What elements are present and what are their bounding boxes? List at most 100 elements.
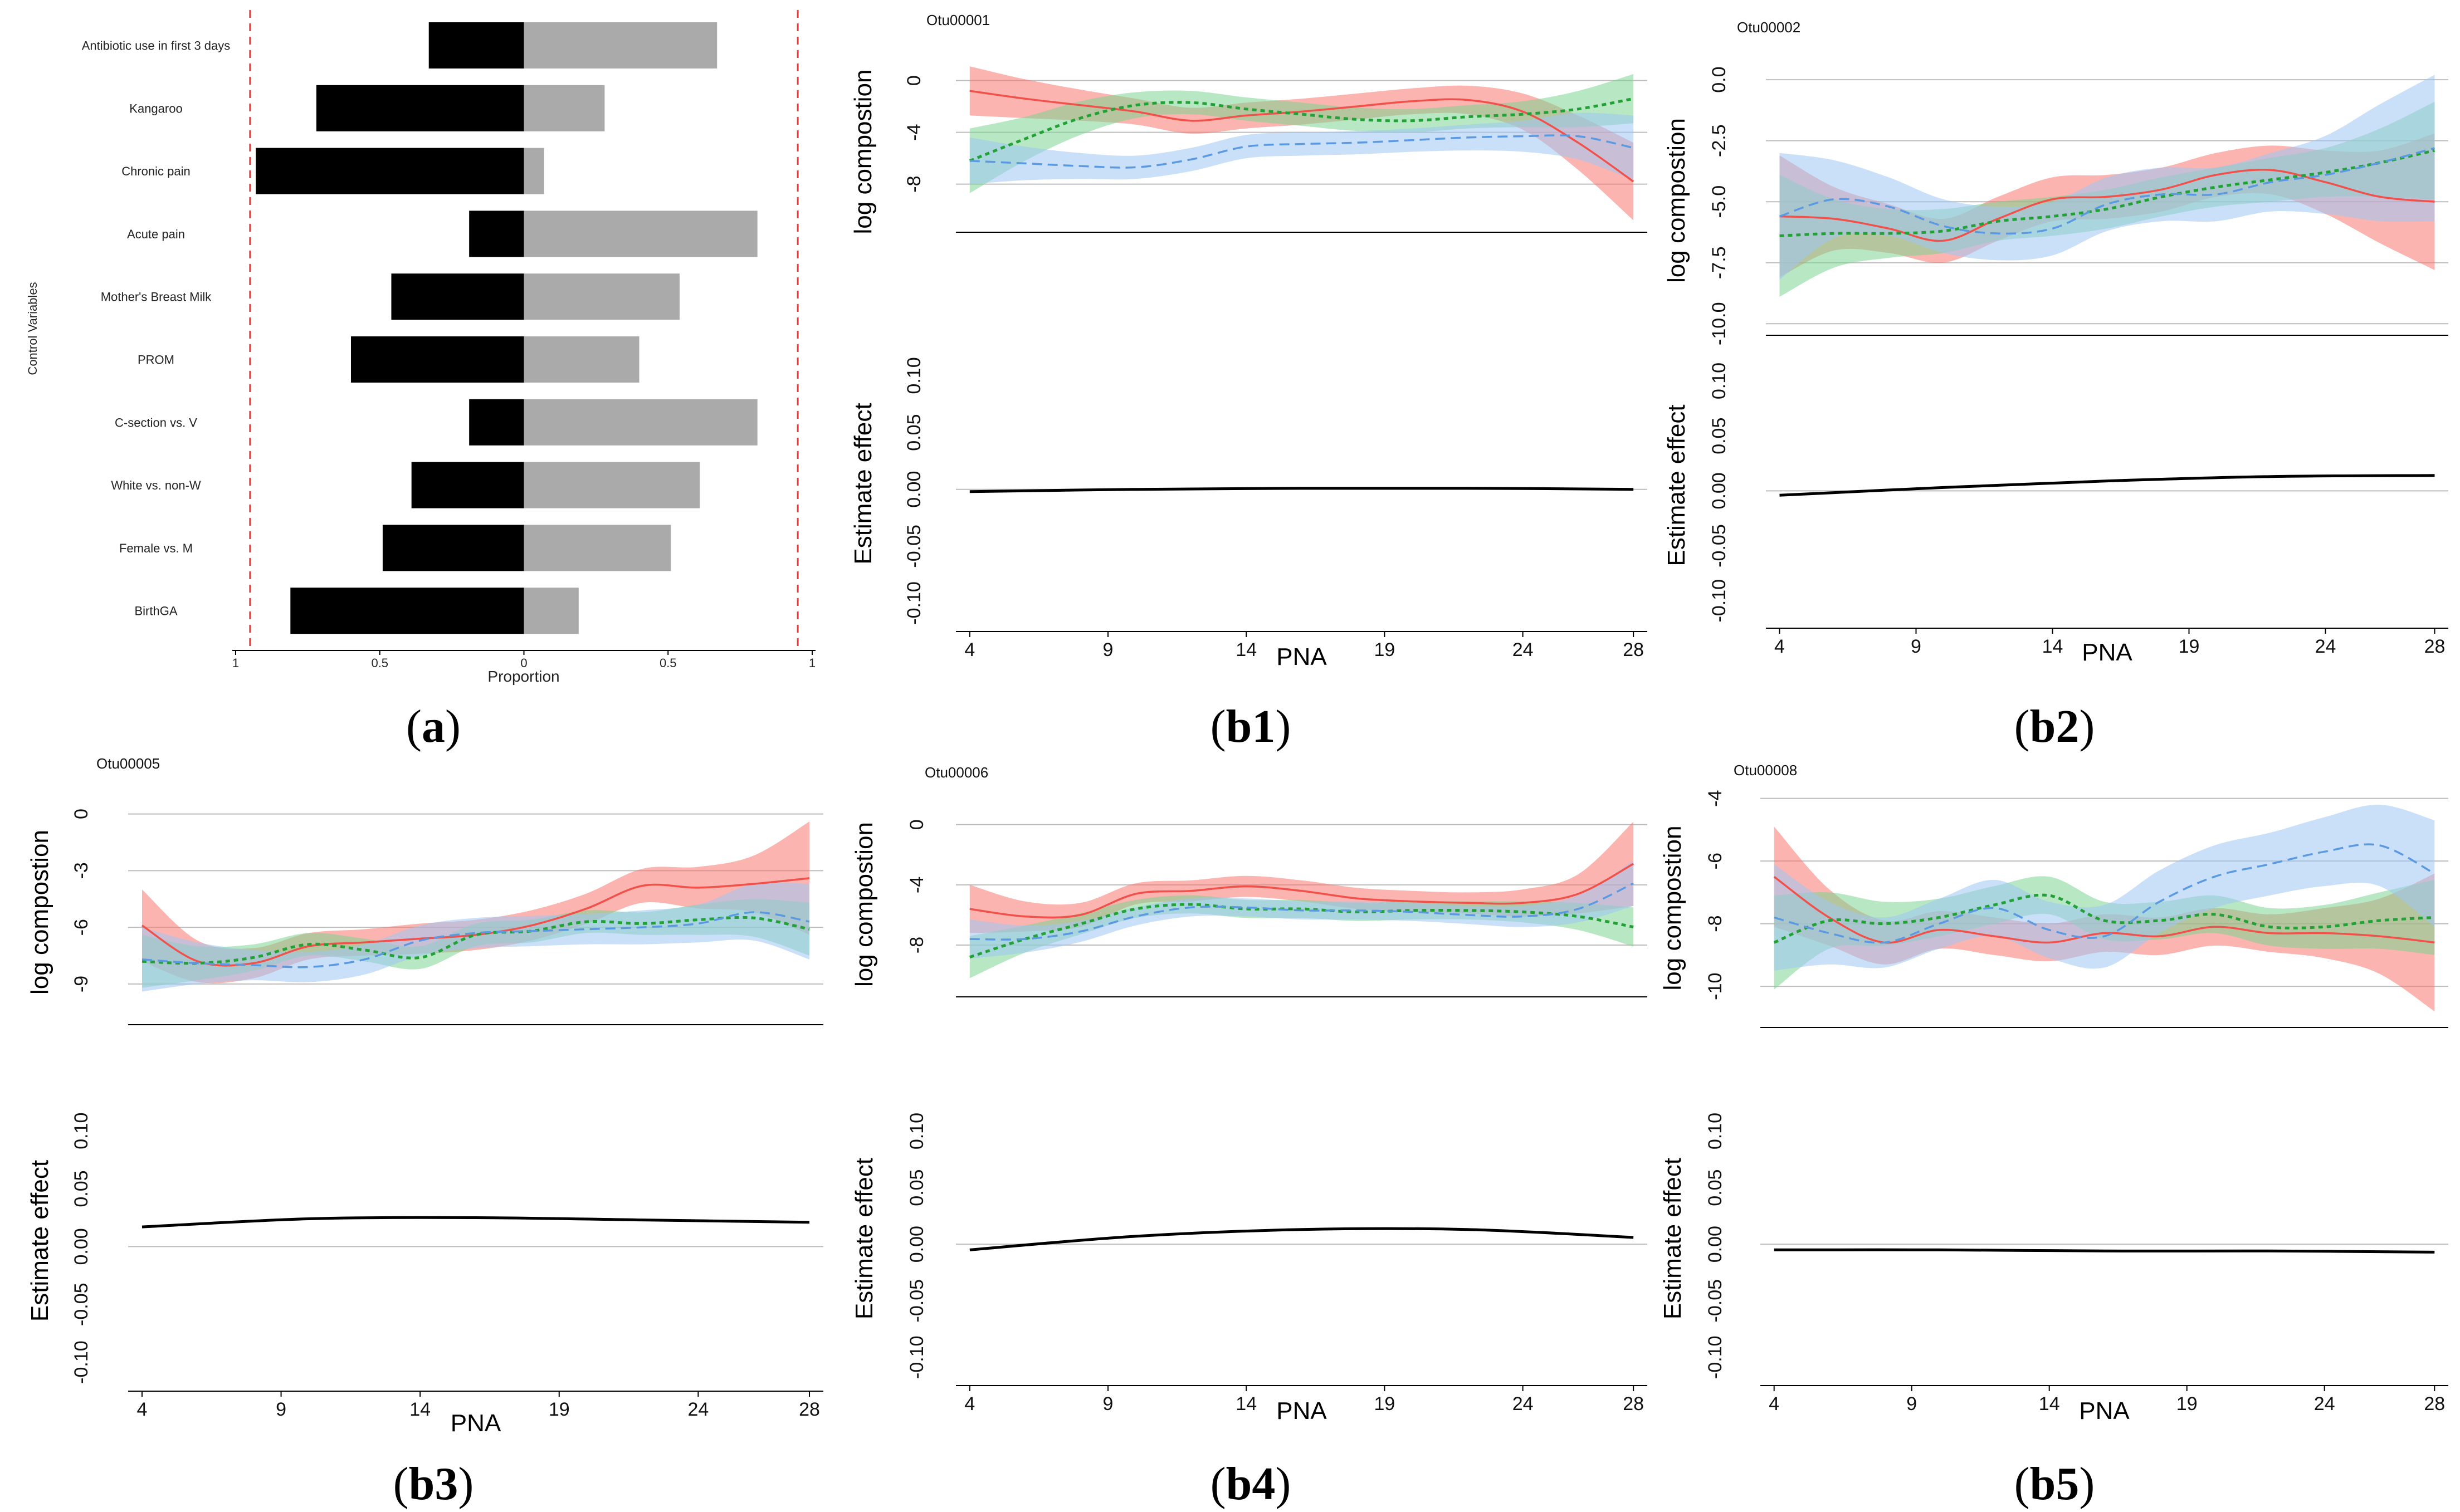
- b3-effect-line: [141, 1216, 810, 1229]
- b5-x-axis: 4 9 14 19 24 28 PNA: [1760, 1385, 2448, 1425]
- b5-x-tick-label-4: 24: [2314, 1393, 2335, 1415]
- b2-title: Otu00002: [1737, 19, 1800, 36]
- panel-a-proportion-chart: Antibiotic use in first 3 days Kangaroo Ch…: [26, 10, 816, 685]
- b4-bottom-ytick-label-3: -0.05: [906, 1279, 928, 1323]
- b2-band-blue: [1779, 75, 2435, 280]
- b5-bottom-ytick-label-3: -0.05: [1705, 1279, 1726, 1323]
- b1-xlabel: PNA: [1276, 643, 1327, 671]
- b2-x-tick-label-2: 14: [2042, 636, 2063, 657]
- b3-bottom-ylabel: Estimate effect: [26, 1160, 53, 1322]
- b1-effect-plot: 0.10 0.05 0.00 -0.05 -0.10 Estimate effect: [850, 357, 1647, 625]
- b4-line-red: [969, 863, 1634, 919]
- b5-line-blue: [1774, 843, 2435, 944]
- b4-line-green: [969, 903, 1634, 958]
- b4-title: Otu00006: [925, 764, 988, 781]
- b2-top-ylabel: log compostion: [1663, 118, 1690, 283]
- b3-confidence-bands: [142, 821, 809, 992]
- b3-top-ylabel: log compostion: [26, 830, 53, 995]
- b2-trend-lines: [1779, 147, 2435, 242]
- b3-band-blue: [142, 882, 809, 992]
- b4-x-tick-label-2: 14: [1236, 1393, 1257, 1415]
- b2-bottom-ylabel: Estimate effect: [1663, 404, 1690, 566]
- b5-bottom-ytick-label-4: -0.10: [1705, 1335, 1726, 1379]
- caption-b1-letter: b1: [1226, 701, 1276, 752]
- a-bar-negative-3: [469, 211, 524, 257]
- b2-x-tick-label-0: 4: [1774, 636, 1785, 657]
- a-bar-positive-4: [524, 273, 680, 320]
- b3-bottom-ytick-label-3: -0.05: [71, 1283, 92, 1326]
- b3-bottom-ytick-label-4: -0.10: [71, 1340, 92, 1384]
- b2-line-blue: [1779, 147, 2435, 235]
- caption-b2-close: ): [2079, 701, 2095, 752]
- b2-x-tick-label-1: 9: [1911, 636, 1921, 657]
- a-category-label-8: Female vs. M: [119, 541, 193, 555]
- b2-top-ytick-label-0: 0.0: [1709, 67, 1730, 93]
- b5-xlabel: PNA: [2079, 1397, 2130, 1425]
- b1-top-ytick-label-2: -8: [904, 175, 925, 192]
- b5-top-ytick-label-1: -6: [1705, 853, 1726, 869]
- b3-top-ytick-label-1: -3: [71, 862, 92, 879]
- b3-x-tick-label-4: 24: [687, 1399, 709, 1420]
- b1-x-tick-label-3: 19: [1374, 639, 1395, 660]
- b3-xlabel: PNA: [451, 1410, 501, 1437]
- caption-b4-close: ): [1275, 1458, 1291, 1510]
- b3-bottom-ytick-label-2: 0.00: [71, 1228, 92, 1265]
- b1-effect-line: [969, 486, 1634, 493]
- b1-x-tick-label-2: 14: [1236, 639, 1257, 660]
- panel-captions: (a) (b1) (b2)(b3) (b4) (b5): [393, 701, 2095, 1510]
- a-x-tick-label-3: 0.5: [660, 656, 677, 670]
- a-category-label-3: Acute pain: [127, 227, 185, 241]
- a-category-label-2: Chronic pain: [121, 164, 191, 178]
- b5-x-tick-label-3: 19: [2176, 1393, 2198, 1415]
- b1-x-tick-label-1: 9: [1103, 639, 1114, 660]
- a-bar-positive-0: [524, 22, 718, 68]
- b5-x-tick-label-2: 14: [2039, 1393, 2060, 1415]
- b1-top-ytick-label-0: 0: [904, 75, 925, 86]
- b5-bottom-ytick-label-0: 0.10: [1705, 1113, 1726, 1149]
- b2-line-red: [1779, 168, 2435, 242]
- a-bar-negative-0: [428, 22, 524, 68]
- a-bar-negative-7: [411, 462, 524, 508]
- b1-trend-lines: [969, 90, 1634, 183]
- b3-x-tick-label-3: 19: [549, 1399, 570, 1420]
- caption-b2-letter: b2: [2030, 701, 2080, 752]
- a-bar-negative-2: [256, 148, 524, 194]
- a-bar-positive-2: [524, 148, 544, 194]
- b2-bottom-ytick-label-4: -0.10: [1709, 579, 1730, 623]
- b3-line-blue: [141, 911, 810, 968]
- b4-trend-lines: [969, 863, 1634, 958]
- b2-top-ytick-label-2: -5.0: [1709, 185, 1730, 218]
- caption-b5-letter: b5: [2030, 1458, 2080, 1510]
- b4-bottom-ytick-label-2: 0.00: [906, 1226, 928, 1263]
- caption-b2: (b2): [2014, 701, 2095, 752]
- b4-top-ylabel: log compostion: [851, 822, 878, 987]
- b3-trend-lines: [141, 877, 810, 968]
- b5-effect-plot: 0.10 0.05 0.00 -0.05 -0.10 Estimate effect: [1659, 1113, 2448, 1379]
- b5-x-tick-label-5: 28: [2424, 1393, 2445, 1415]
- b1-bottom-ylabel: Estimate effect: [850, 403, 877, 564]
- a-category-labels: Antibiotic use in first 3 days Kangaroo Ch…: [82, 39, 231, 618]
- b4-top-ytick-label-2: -8: [906, 937, 928, 953]
- b5-x-tick-label-1: 9: [1906, 1393, 1917, 1415]
- a-bar-negative-6: [469, 399, 524, 446]
- b5-top-ylabel: log compostion: [1659, 826, 1686, 991]
- b1-line-red: [969, 90, 1634, 183]
- b5-effect-line: [1774, 1248, 2435, 1254]
- b1-x-axis: 4 9 14 19 24 28 PNA: [956, 631, 1647, 671]
- b4-top-ytick-label-0: 0: [906, 819, 928, 830]
- caption-b1-open: (: [1211, 701, 1226, 752]
- b4-x-tick-label-4: 24: [1512, 1393, 1534, 1415]
- b4-x-tick-label-0: 4: [964, 1393, 975, 1415]
- a-x-tick-label-1: 0.5: [371, 656, 388, 670]
- b5-top-ytick-label-3: -10: [1705, 973, 1726, 1000]
- b4-x-axis: 4 9 14 19 24 28 PNA: [956, 1385, 1647, 1425]
- b2-x-axis: 4 9 14 19 24 28 PNA: [1766, 628, 2448, 666]
- a-bar-positive-1: [524, 85, 605, 131]
- b5-x-tick-label-0: 4: [1769, 1393, 1779, 1415]
- b3-x-axis: 4 9 14 19 24 28 PNA: [128, 1391, 823, 1437]
- caption-b3-letter: b3: [409, 1458, 458, 1510]
- b5-bottom-ytick-label-1: 0.05: [1705, 1170, 1726, 1206]
- b2-top-ytick-label-3: -7.5: [1709, 246, 1730, 279]
- b1-x-tick-label-5: 28: [1623, 639, 1644, 660]
- b5-trend-lines: [1773, 843, 2435, 944]
